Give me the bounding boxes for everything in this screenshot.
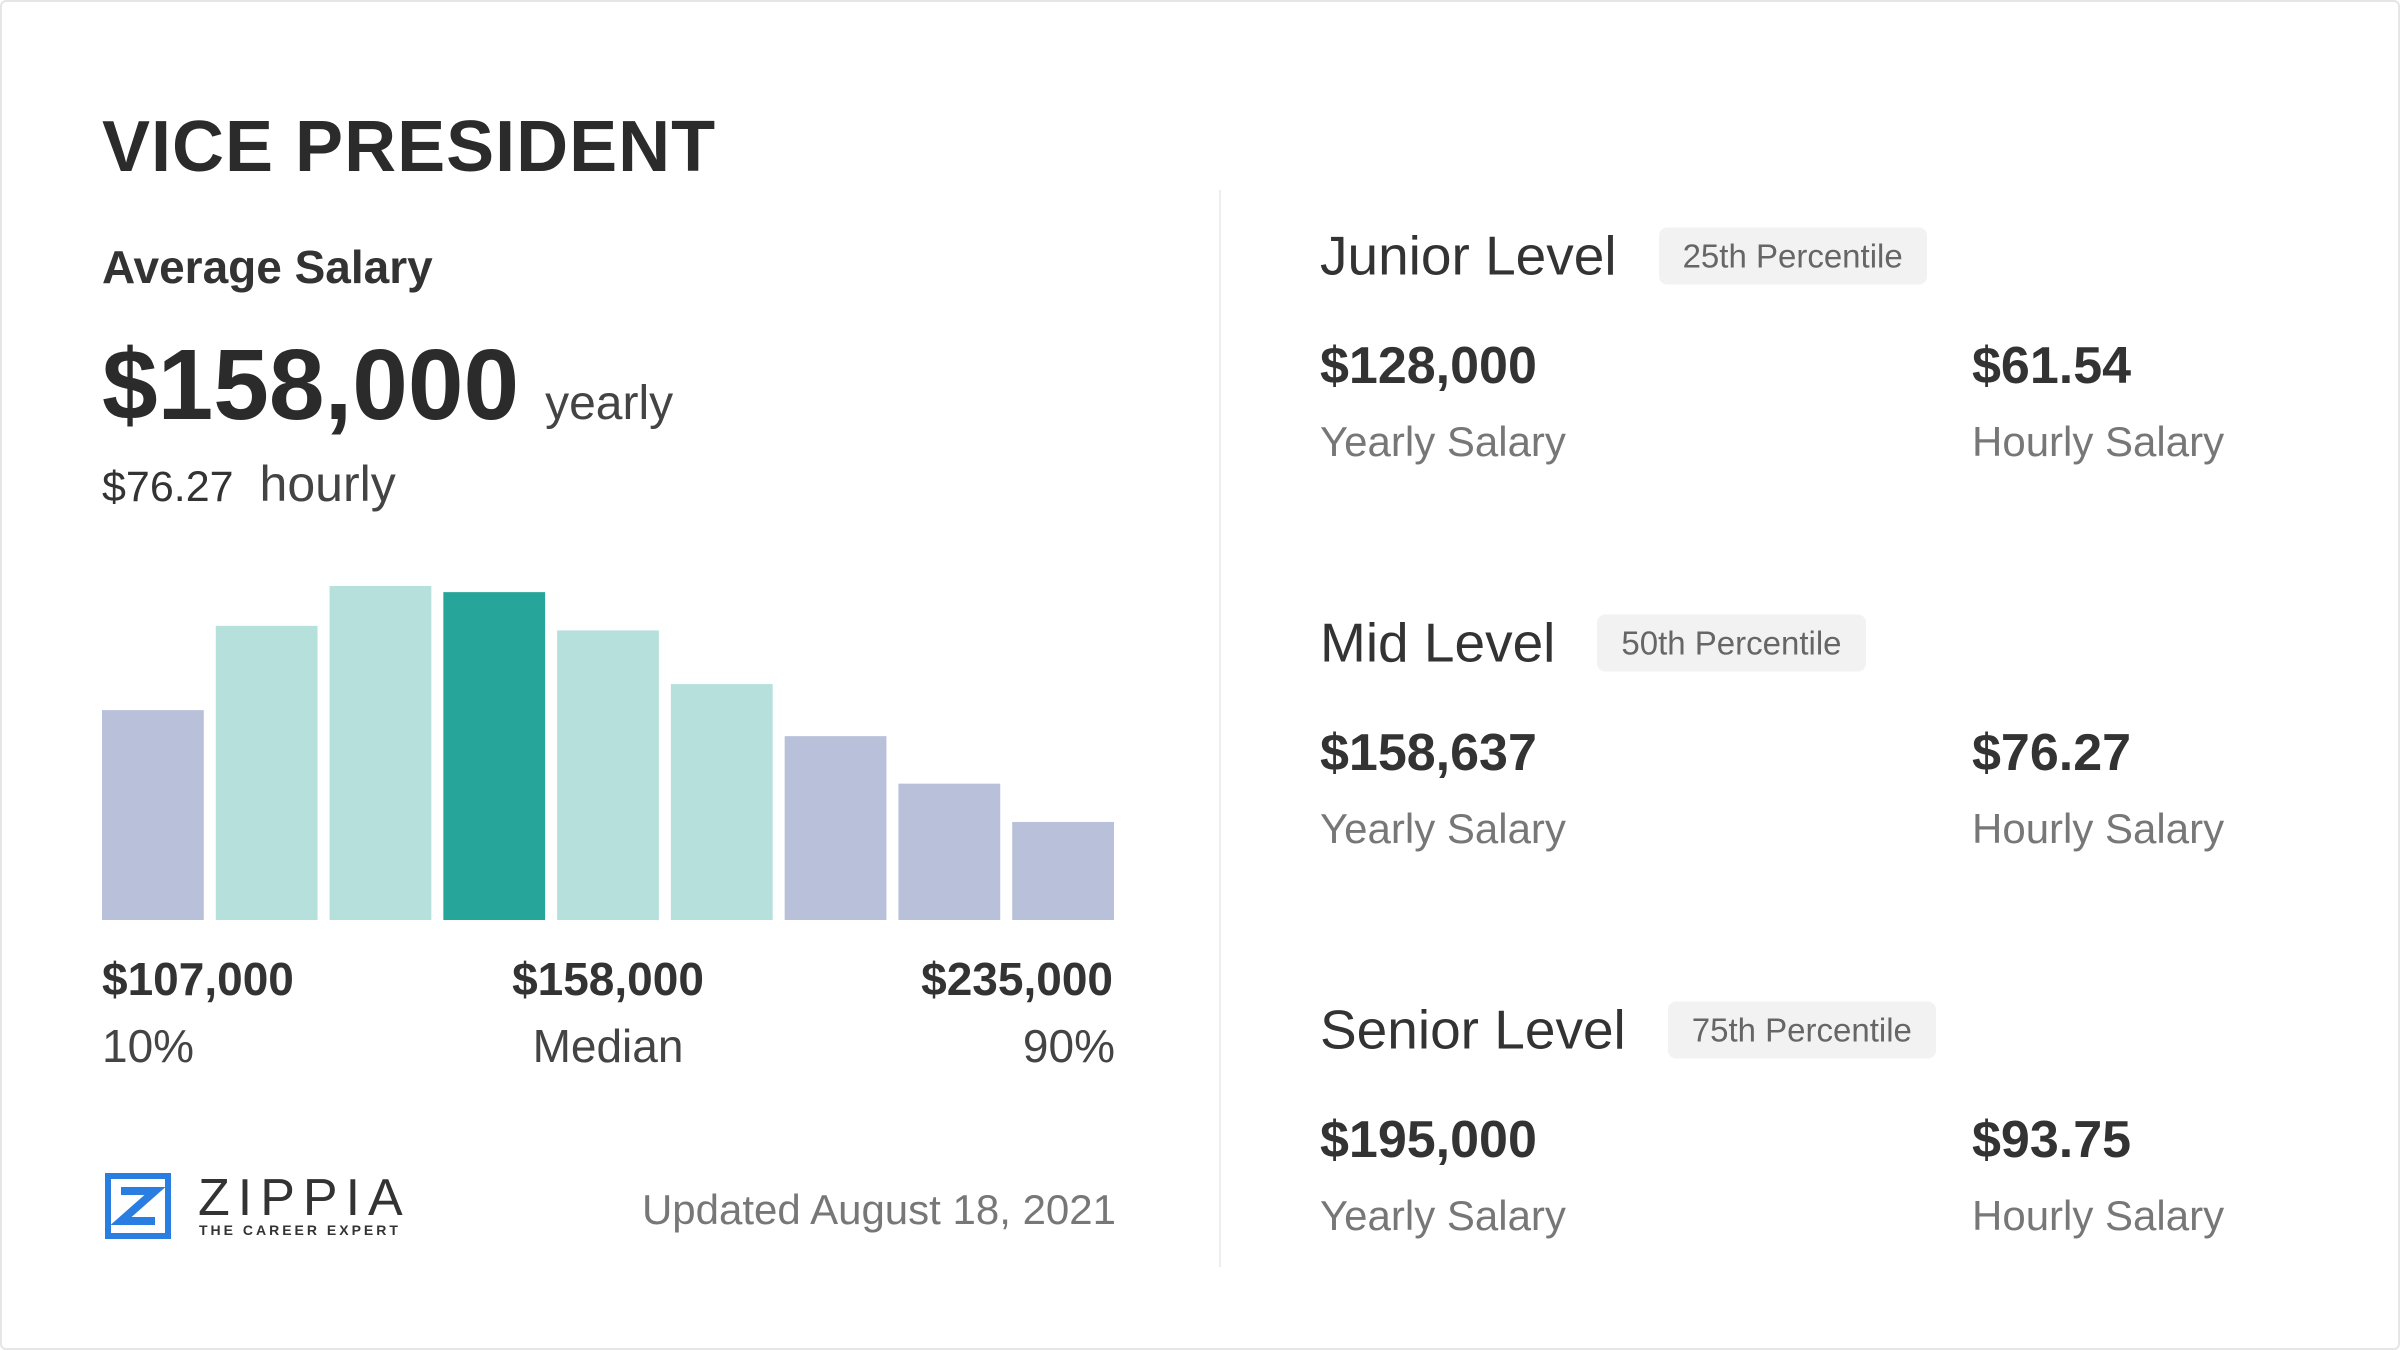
bar — [215, 625, 318, 920]
yearly-salary: $158,637 — [1320, 724, 1537, 782]
range-amount: $107,000 — [102, 953, 294, 1005]
logo-name: ZIPPIA — [198, 1169, 411, 1227]
average-label: Average Salary — [102, 241, 433, 293]
logo-icon — [105, 1173, 171, 1239]
hourly-label: Hourly Salary — [1972, 1192, 2225, 1239]
histogram — [102, 586, 1114, 920]
hourly-salary: $93.75 — [1972, 1111, 2132, 1169]
bar — [1012, 821, 1114, 920]
divider — [1219, 190, 1221, 1267]
level-name: Junior Level — [1320, 224, 1617, 287]
average-yearly: $158,000 — [102, 329, 520, 441]
logo-frame — [105, 1173, 171, 1239]
bar — [670, 684, 773, 920]
updated-date: Updated August 18, 2021 — [641, 1186, 1116, 1233]
range-label: Median — [532, 1020, 684, 1072]
logo-z — [110, 1187, 166, 1225]
range-label: 90% — [1022, 1020, 1115, 1072]
yearly-row: $158,000 yearly — [102, 335, 673, 435]
hourly-unit: hourly — [259, 456, 396, 512]
hourly-row: $76.27 hourly — [102, 459, 396, 509]
logo-tagline: THE CAREER EXPERT — [199, 1222, 401, 1238]
level-header: Mid Level 50th Percentile — [1320, 611, 1866, 674]
hourly-label: Hourly Salary — [1972, 805, 2225, 852]
hourly-salary: $76.27 — [1972, 724, 2132, 782]
percentile-badge: 75th Percentile — [1667, 1001, 1936, 1059]
bar — [557, 630, 659, 920]
yearly-unit: yearly — [545, 377, 674, 430]
level-name: Senior Level — [1320, 998, 1626, 1061]
range-amount: $235,000 — [921, 953, 1113, 1005]
percentile-badge: 50th Percentile — [1597, 614, 1866, 672]
bar — [784, 736, 887, 920]
range-label: 10% — [102, 1020, 195, 1072]
level-header: Junior Level 25th Percentile — [1320, 224, 1927, 287]
bar — [898, 783, 1001, 920]
hourly-label: Hourly Salary — [1972, 418, 2225, 465]
bar — [443, 592, 546, 920]
level-header: Senior Level 75th Percentile — [1320, 998, 1936, 1061]
bar — [102, 710, 204, 920]
percentile-badge: 25th Percentile — [1658, 227, 1927, 285]
average-hourly: $76.27 — [102, 463, 234, 511]
level-name: Mid Level — [1320, 611, 1556, 674]
range-amount: $158,000 — [512, 953, 704, 1005]
hourly-salary: $61.54 — [1972, 337, 2132, 395]
yearly-label: Yearly Salary — [1320, 418, 1566, 465]
yearly-salary: $195,000 — [1320, 1111, 1537, 1169]
yearly-salary: $128,000 — [1320, 337, 1537, 395]
yearly-label: Yearly Salary — [1320, 1192, 1566, 1239]
job-title: VICE PRESIDENT — [102, 107, 717, 187]
bar — [329, 586, 432, 920]
yearly-label: Yearly Salary — [1320, 805, 1566, 852]
